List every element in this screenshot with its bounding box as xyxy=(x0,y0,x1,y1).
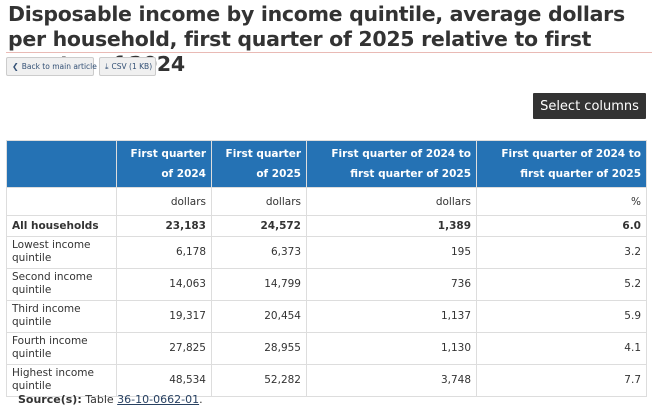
unit-cell xyxy=(6,187,117,216)
cell-pct: 4.1 xyxy=(476,332,647,365)
cell-pct: 7.7 xyxy=(476,364,647,397)
cell-q2024: 14,063 xyxy=(116,268,212,301)
table-row: Second income quintile 14,063 14,799 736… xyxy=(6,268,647,301)
income-table: First quarter of 2024 First quarter of 2… xyxy=(6,140,647,397)
cell-q2025: 6,373 xyxy=(211,236,307,269)
source-table-link[interactable]: 36-10-0662-01 xyxy=(117,393,200,406)
row-label: Lowest income quintile xyxy=(6,236,117,269)
select-columns-button[interactable]: Select columns xyxy=(533,93,646,119)
cell-q2024: 6,178 xyxy=(116,236,212,269)
csv-download-button[interactable]: ⤓ CSV (1 KB) xyxy=(99,57,156,76)
cell-change: 3,748 xyxy=(306,364,477,397)
table-header-row: First quarter of 2024 First quarter of 2… xyxy=(6,140,647,188)
cell-pct: 5.2 xyxy=(476,268,647,301)
units-row: dollars dollars dollars % xyxy=(6,187,647,216)
unit-cell: dollars xyxy=(116,187,212,216)
row-label: All households xyxy=(6,215,117,237)
row-label: Second income quintile xyxy=(6,268,117,301)
cell-q2025: 24,572 xyxy=(211,215,307,237)
cell-q2024: 27,825 xyxy=(116,332,212,365)
header-q2025: First quarter of 2025 xyxy=(211,140,307,188)
cell-change: 1,130 xyxy=(306,332,477,365)
header-q2024: First quarter of 2024 xyxy=(116,140,212,188)
back-button-label: Back to main article xyxy=(21,62,97,71)
chevron-left-icon: ❮ xyxy=(12,62,19,71)
cell-q2025: 14,799 xyxy=(211,268,307,301)
unit-cell: % xyxy=(476,187,647,216)
cell-change: 1,389 xyxy=(306,215,477,237)
cell-q2024: 23,183 xyxy=(116,215,212,237)
cell-pct: 5.9 xyxy=(476,300,647,333)
row-label: Third income quintile xyxy=(6,300,117,333)
table-row: Highest income quintile 48,534 52,282 3,… xyxy=(6,364,647,397)
table-row: Lowest income quintile 6,178 6,373 195 3… xyxy=(6,236,647,269)
cell-change: 1,137 xyxy=(306,300,477,333)
header-change-percent: First quarter of 2024 to first quarter o… xyxy=(476,140,647,188)
table-row: All households 23,183 24,572 1,389 6.0 xyxy=(6,215,647,237)
header-corner xyxy=(6,140,117,188)
source-suffix: . xyxy=(199,393,203,406)
source-label: Source(s): xyxy=(18,393,82,406)
row-label: Highest income quintile xyxy=(6,364,117,397)
title-divider xyxy=(6,52,652,53)
csv-button-label: CSV (1 KB) xyxy=(111,62,153,71)
source-prefix: Table xyxy=(85,393,114,406)
table-row: Fourth income quintile 27,825 28,955 1,1… xyxy=(6,332,647,365)
row-label: Fourth income quintile xyxy=(6,332,117,365)
cell-q2024: 48,534 xyxy=(116,364,212,397)
back-to-main-article-button[interactable]: ❮ Back to main article xyxy=(6,57,97,76)
cell-q2025: 52,282 xyxy=(211,364,307,397)
cell-q2025: 20,454 xyxy=(211,300,307,333)
cell-q2025: 28,955 xyxy=(211,332,307,365)
cell-q2024: 19,317 xyxy=(116,300,212,333)
cell-pct: 3.2 xyxy=(476,236,647,269)
header-change-dollars: First quarter of 2024 to first quarter o… xyxy=(306,140,477,188)
unit-cell: dollars xyxy=(306,187,477,216)
cell-change: 195 xyxy=(306,236,477,269)
cell-pct: 6.0 xyxy=(476,215,647,237)
source-note: Source(s): Table 36-10-0662-01. xyxy=(18,393,203,406)
cell-change: 736 xyxy=(306,268,477,301)
unit-cell: dollars xyxy=(211,187,307,216)
page-title: Disposable income by income quintile, av… xyxy=(8,2,625,76)
table-row: Third income quintile 19,317 20,454 1,13… xyxy=(6,300,647,333)
download-icon: ⤓ xyxy=(105,61,109,71)
